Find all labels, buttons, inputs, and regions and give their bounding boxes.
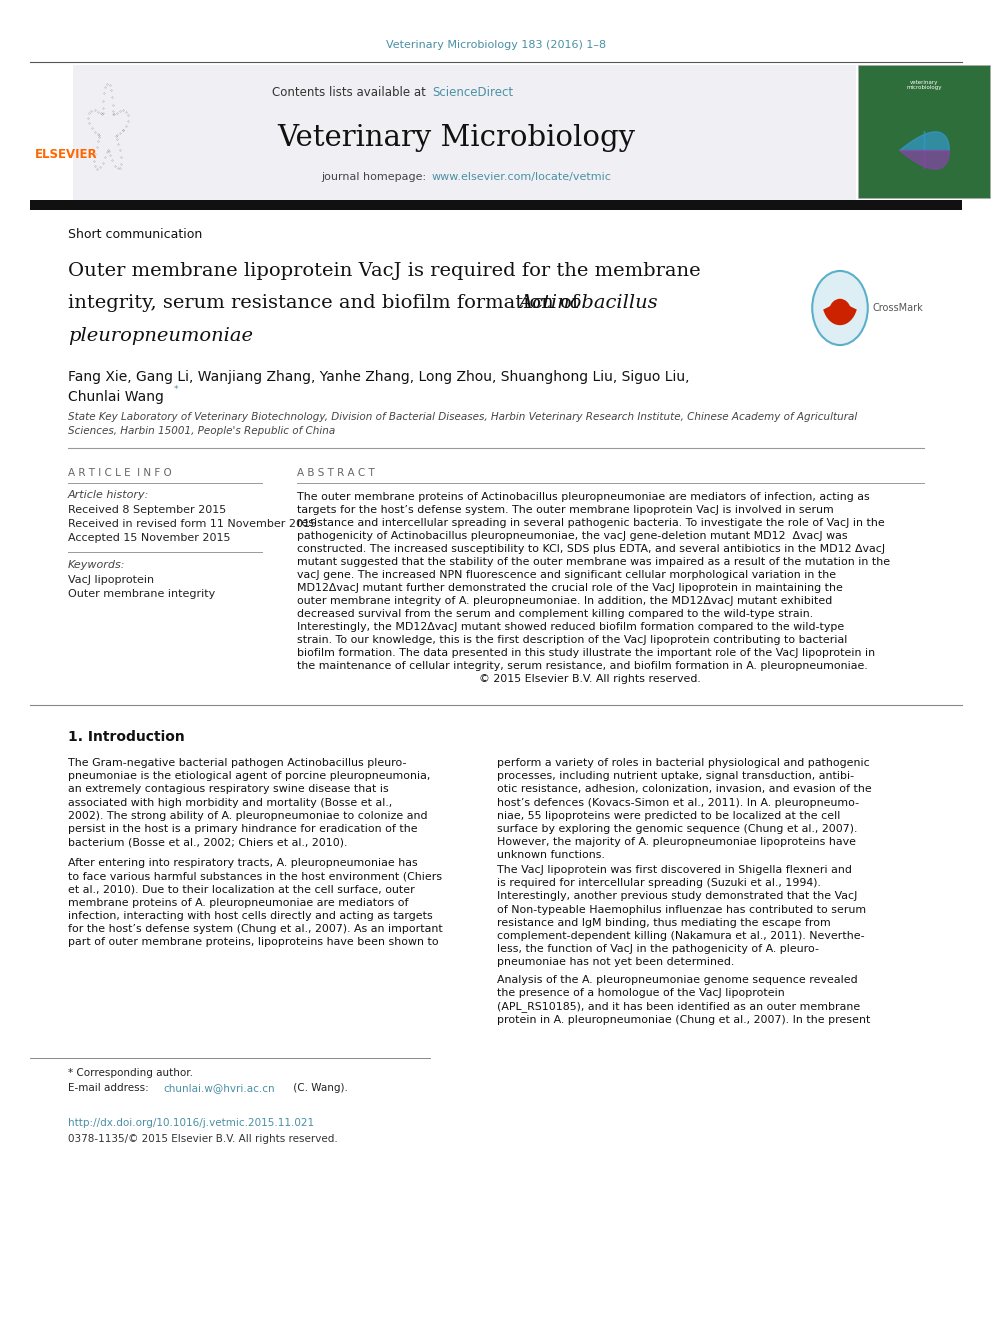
Text: The Gram-negative bacterial pathogen Actinobacillus pleuro-: The Gram-negative bacterial pathogen Act… (68, 758, 407, 767)
Text: journal homepage:: journal homepage: (321, 172, 430, 183)
Text: Accepted 15 November 2015: Accepted 15 November 2015 (68, 533, 230, 542)
Text: constructed. The increased susceptibility to KCl, SDS plus EDTA, and several ant: constructed. The increased susceptibilit… (297, 544, 885, 554)
Text: surface by exploring the genomic sequence (Chung et al., 2007).: surface by exploring the genomic sequenc… (497, 824, 857, 833)
Text: resistance and intercellular spreading in several pathogenic bacteria. To invest: resistance and intercellular spreading i… (297, 519, 885, 528)
Bar (858, 65, 990, 198)
Text: targets for the host’s defense system. The outer membrane lipoprotein VacJ is in: targets for the host’s defense system. T… (297, 505, 833, 515)
Text: ScienceDirect: ScienceDirect (432, 86, 513, 98)
Text: CrossMark: CrossMark (873, 303, 924, 314)
Text: (APL_RS10185), and it has been identified as an outer membrane: (APL_RS10185), and it has been identifie… (497, 1002, 860, 1012)
Text: unknown functions.: unknown functions. (497, 851, 605, 860)
Text: * Corresponding author.: * Corresponding author. (68, 1068, 193, 1078)
Text: www.elsevier.com/locate/vetmic: www.elsevier.com/locate/vetmic (432, 172, 612, 183)
Text: ELSEVIER: ELSEVIER (35, 148, 97, 161)
Text: Received in revised form 11 November 2015: Received in revised form 11 November 201… (68, 519, 317, 529)
Text: et al., 2010). Due to their localization at the cell surface, outer: et al., 2010). Due to their localization… (68, 884, 415, 894)
Text: Veterinary Microbiology 183 (2016) 1–8: Veterinary Microbiology 183 (2016) 1–8 (386, 40, 606, 50)
Text: A R T I C L E  I N F O: A R T I C L E I N F O (68, 468, 172, 478)
Text: is required for intercellular spreading (Suzuki et al., 1994).: is required for intercellular spreading … (497, 878, 820, 888)
Text: decreased survival from the serum and complement killing compared to the wild-ty: decreased survival from the serum and co… (297, 609, 813, 619)
Text: host’s defences (Kovacs-Simon et al., 2011). In A. pleuropneumo-: host’s defences (Kovacs-Simon et al., 20… (497, 798, 859, 807)
Text: chunlai.w@hvri.ac.cn: chunlai.w@hvri.ac.cn (163, 1084, 275, 1093)
Text: Interestingly, another previous study demonstrated that the VacJ: Interestingly, another previous study de… (497, 892, 857, 901)
Text: State Key Laboratory of Veterinary Biotechnology, Division of Bacterial Diseases: State Key Laboratory of Veterinary Biote… (68, 411, 857, 422)
Text: veterinary
microbiology: veterinary microbiology (907, 79, 941, 90)
Text: (C. Wang).: (C. Wang). (290, 1084, 348, 1093)
Text: bacterium (Bosse et al., 2002; Chiers et al., 2010).: bacterium (Bosse et al., 2002; Chiers et… (68, 837, 347, 847)
Text: perform a variety of roles in bacterial physiological and pathogenic: perform a variety of roles in bacterial … (497, 758, 870, 767)
Text: niae, 55 lipoproteins were predicted to be localized at the cell: niae, 55 lipoproteins were predicted to … (497, 811, 840, 820)
Text: 2002). The strong ability of A. pleuropneumoniae to colonize and: 2002). The strong ability of A. pleuropn… (68, 811, 428, 820)
Text: Chunlai Wang: Chunlai Wang (68, 390, 164, 404)
Text: Contents lists available at: Contents lists available at (273, 86, 430, 98)
Text: E-mail address:: E-mail address: (68, 1084, 152, 1093)
Text: less, the function of VacJ in the pathogenicity of A. pleuro-: less, the function of VacJ in the pathog… (497, 945, 819, 954)
Text: pneumoniae has not yet been determined.: pneumoniae has not yet been determined. (497, 958, 734, 967)
Text: associated with high morbidity and mortality (Bosse et al.,: associated with high morbidity and morta… (68, 798, 392, 807)
Text: strain. To our knowledge, this is the first description of the VacJ lipoprotein : strain. To our knowledge, this is the fi… (297, 635, 847, 646)
Text: Outer membrane integrity: Outer membrane integrity (68, 589, 215, 599)
Text: persist in the host is a primary hindrance for eradication of the: persist in the host is a primary hindran… (68, 824, 418, 833)
Text: The outer membrane proteins of Actinobacillus pleuropneumoniae are mediators of : The outer membrane proteins of Actinobac… (297, 492, 870, 501)
Text: for the host’s defense system (Chung et al., 2007). As an important: for the host’s defense system (Chung et … (68, 923, 442, 934)
Text: Analysis of the A. pleuropneumoniae genome sequence revealed: Analysis of the A. pleuropneumoniae geno… (497, 975, 858, 986)
Wedge shape (828, 299, 851, 315)
Text: A B S T R A C T: A B S T R A C T (297, 468, 375, 478)
Text: MD12ΔvacJ mutant further demonstrated the crucial role of the VacJ lipoprotein i: MD12ΔvacJ mutant further demonstrated th… (297, 583, 843, 593)
Bar (30, 200, 962, 210)
Text: Outer membrane lipoprotein VacJ is required for the membrane: Outer membrane lipoprotein VacJ is requi… (68, 262, 700, 280)
Text: pneumoniae is the etiological agent of porcine pleuropneumonia,: pneumoniae is the etiological agent of p… (68, 771, 431, 781)
Text: outer membrane integrity of A. pleuropneumoniae. In addition, the MD12ΔvacJ muta: outer membrane integrity of A. pleuropne… (297, 595, 832, 606)
Text: Sciences, Harbin 15001, People's Republic of China: Sciences, Harbin 15001, People's Republi… (68, 426, 335, 437)
Text: membrane proteins of A. pleuropneumoniae are mediators of: membrane proteins of A. pleuropneumoniae… (68, 897, 409, 908)
Text: the presence of a homologue of the VacJ lipoprotein: the presence of a homologue of the VacJ … (497, 988, 785, 998)
Text: infection, interacting with host cells directly and acting as targets: infection, interacting with host cells d… (68, 910, 433, 921)
Text: Interestingly, the MD12ΔvacJ mutant showed reduced biofilm formation compared to: Interestingly, the MD12ΔvacJ mutant show… (297, 622, 844, 632)
Text: pleuropneumoniae: pleuropneumoniae (68, 327, 253, 345)
Wedge shape (823, 302, 857, 325)
Text: However, the majority of A. pleuropneumoniae lipoproteins have: However, the majority of A. pleuropneumo… (497, 837, 856, 847)
Text: 1. Introduction: 1. Introduction (68, 730, 185, 744)
Text: The VacJ lipoprotein was first discovered in Shigella flexneri and: The VacJ lipoprotein was first discovere… (497, 865, 852, 875)
Text: http://dx.doi.org/10.1016/j.vetmic.2015.11.021: http://dx.doi.org/10.1016/j.vetmic.2015.… (68, 1118, 314, 1129)
Text: © 2015 Elsevier B.V. All rights reserved.: © 2015 Elsevier B.V. All rights reserved… (297, 673, 700, 684)
Text: an extremely contagious respiratory swine disease that is: an extremely contagious respiratory swin… (68, 785, 389, 794)
Text: Short communication: Short communication (68, 229, 202, 242)
Text: complement-dependent killing (Nakamura et al., 2011). Neverthe-: complement-dependent killing (Nakamura e… (497, 931, 865, 941)
Text: protein in A. pleuropneumoniae (Chung et al., 2007). In the present: protein in A. pleuropneumoniae (Chung et… (497, 1015, 870, 1024)
Text: vacJ gene. The increased NPN fluorescence and significant cellular morphological: vacJ gene. The increased NPN fluorescenc… (297, 570, 836, 579)
Text: Actinobacillus: Actinobacillus (518, 294, 658, 312)
Text: After entering into respiratory tracts, A. pleuropneumoniae has: After entering into respiratory tracts, … (68, 859, 418, 868)
Text: otic resistance, adhesion, colonization, invasion, and evasion of the: otic resistance, adhesion, colonization,… (497, 785, 872, 794)
Text: Fang Xie, Gang Li, Wanjiang Zhang, Yanhe Zhang, Long Zhou, Shuanghong Liu, Siguo: Fang Xie, Gang Li, Wanjiang Zhang, Yanhe… (68, 370, 689, 384)
Text: 0378-1135/© 2015 Elsevier B.V. All rights reserved.: 0378-1135/© 2015 Elsevier B.V. All right… (68, 1134, 337, 1144)
Bar (73, 65, 856, 200)
Text: the maintenance of cellular integrity, serum resistance, and biofilm formation i: the maintenance of cellular integrity, s… (297, 662, 868, 671)
Text: mutant suggested that the stability of the outer membrane was impaired as a resu: mutant suggested that the stability of t… (297, 557, 890, 568)
Text: processes, including nutrient uptake, signal transduction, antibi-: processes, including nutrient uptake, si… (497, 771, 854, 781)
Text: Article history:: Article history: (68, 490, 150, 500)
Text: pathogenicity of Actinobacillus pleuropneumoniae, the vacJ gene-deletion mutant : pathogenicity of Actinobacillus pleuropn… (297, 531, 847, 541)
Text: part of outer membrane proteins, lipoproteins have been shown to: part of outer membrane proteins, lipopro… (68, 937, 438, 947)
Text: integrity, serum resistance and biofilm formation of: integrity, serum resistance and biofilm … (68, 294, 585, 312)
Text: to face various harmful substances in the host environment (Chiers: to face various harmful substances in th… (68, 872, 442, 881)
Text: Received 8 September 2015: Received 8 September 2015 (68, 505, 226, 515)
Text: *: * (174, 385, 179, 394)
Text: of Non-typeable Haemophilus influenzae has contributed to serum: of Non-typeable Haemophilus influenzae h… (497, 905, 866, 914)
Text: resistance and IgM binding, thus mediating the escape from: resistance and IgM binding, thus mediati… (497, 918, 830, 927)
Circle shape (812, 271, 868, 345)
Text: VacJ lipoprotein: VacJ lipoprotein (68, 576, 154, 585)
Text: Veterinary Microbiology: Veterinary Microbiology (278, 124, 635, 152)
Text: biofilm formation. The data presented in this study illustrate the important rol: biofilm formation. The data presented in… (297, 648, 875, 658)
Text: Keywords:: Keywords: (68, 560, 126, 570)
